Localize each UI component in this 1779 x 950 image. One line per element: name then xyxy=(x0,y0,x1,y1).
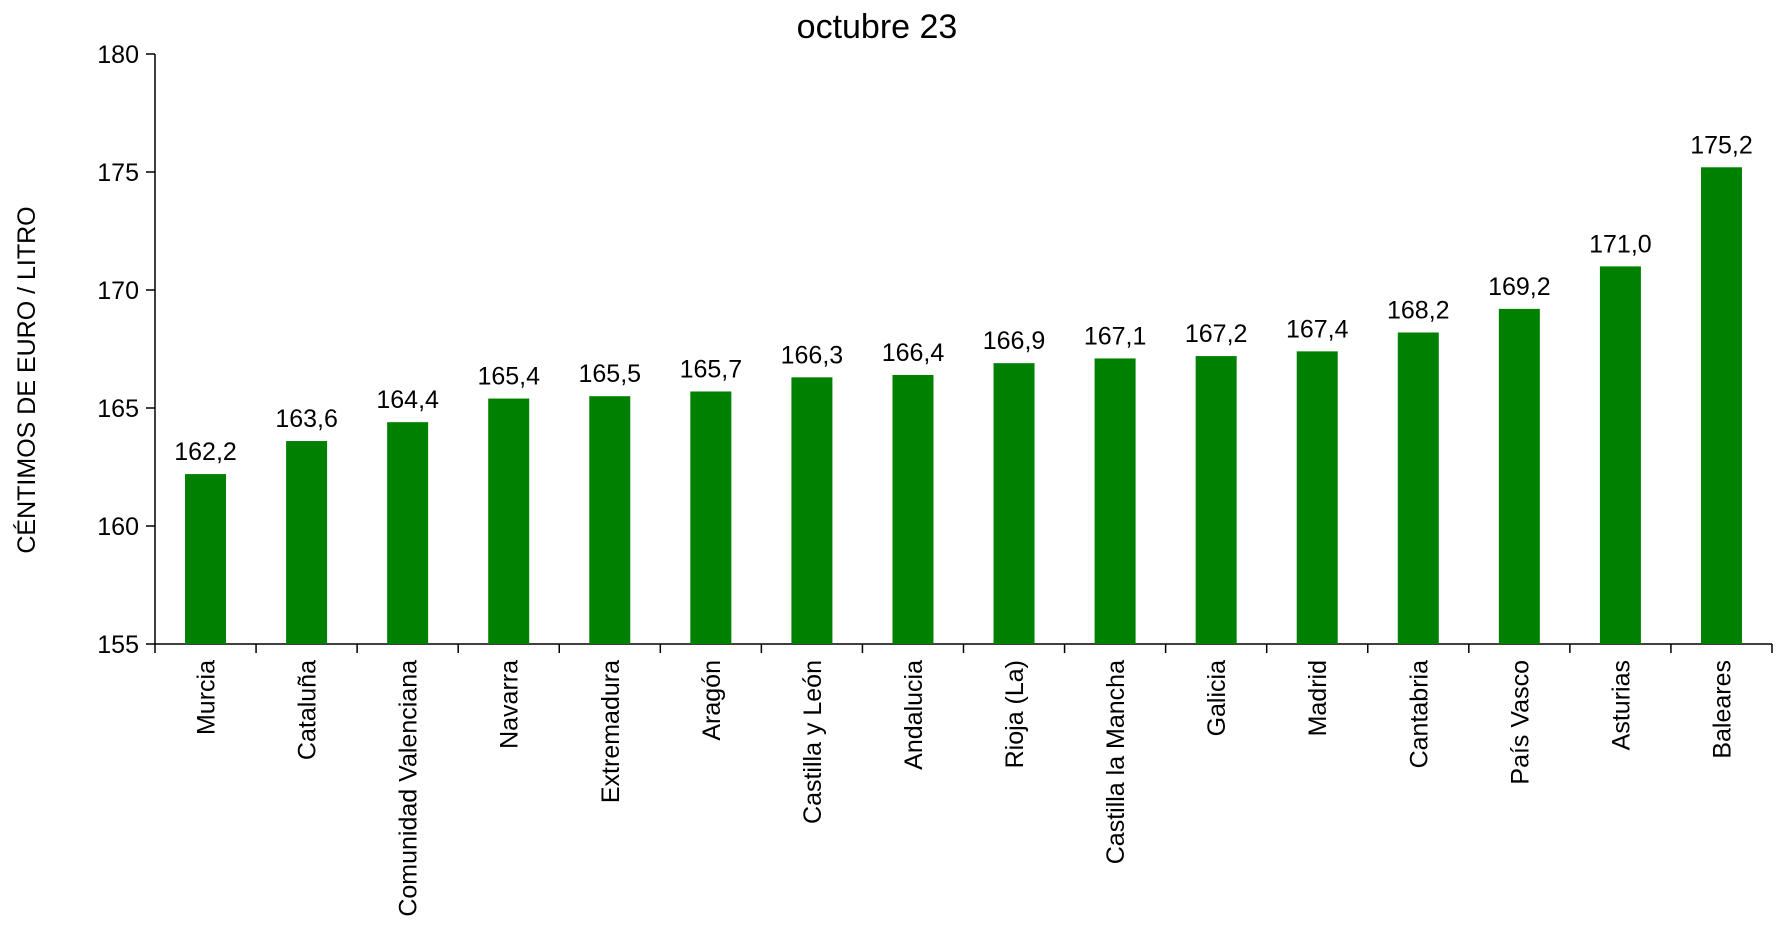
category-label: Cantabria xyxy=(1405,660,1433,768)
bar xyxy=(1296,351,1338,644)
y-tick-label: 170 xyxy=(97,277,139,305)
bar xyxy=(892,374,934,644)
data-label: 168,2 xyxy=(1387,296,1450,324)
bar xyxy=(286,441,328,644)
y-axis: 155 160 165 170 175 180 xyxy=(97,41,156,659)
bar xyxy=(1700,167,1742,644)
bar xyxy=(1498,308,1540,644)
bar xyxy=(791,377,833,644)
data-label: 175,2 xyxy=(1690,131,1753,159)
category-label: Castilla la Mancha xyxy=(1102,660,1130,864)
y-tick-label: 180 xyxy=(97,41,139,69)
bar xyxy=(1195,356,1237,644)
category-label: Andalucia xyxy=(900,660,928,770)
data-label: 164,4 xyxy=(376,386,439,414)
bar xyxy=(1397,332,1439,644)
bar xyxy=(993,363,1035,644)
bar xyxy=(387,422,429,644)
data-label: 162,2 xyxy=(174,438,237,466)
bar xyxy=(1599,266,1641,644)
category-label: Extremadura xyxy=(597,660,625,803)
y-axis-label: CÉNTIMOS DE EURO / LITRO xyxy=(12,206,41,553)
y-tick-label: 160 xyxy=(97,513,139,541)
bar xyxy=(690,391,732,644)
category-label: Baleares xyxy=(1708,660,1736,759)
bar xyxy=(589,396,631,644)
y-tick-label: 165 xyxy=(97,395,139,423)
bars xyxy=(185,167,1742,644)
category-label: País Vasco xyxy=(1506,660,1534,785)
data-label: 166,4 xyxy=(882,339,945,367)
data-label: 166,3 xyxy=(781,341,844,369)
data-label: 165,5 xyxy=(579,360,642,388)
category-label: Comunidad Valenciana xyxy=(395,660,423,917)
category-label: Castilla y León xyxy=(799,660,827,824)
category-label: Navarra xyxy=(496,660,524,749)
data-label: 165,7 xyxy=(680,355,743,383)
data-label: 167,2 xyxy=(1185,320,1248,348)
data-label: 165,4 xyxy=(477,363,540,391)
category-labels: Murcia Cataluña Comunidad Valenciana Navarr… xyxy=(193,660,1737,917)
bar xyxy=(488,398,530,644)
data-label: 163,6 xyxy=(275,405,338,433)
bar xyxy=(185,474,227,644)
category-label: Rioja (La) xyxy=(1001,660,1029,768)
data-labels: 162,2 163,6 164,4 165,4 165,5 165,7 166,3 166,4… xyxy=(174,131,1753,466)
bar xyxy=(1094,358,1136,644)
category-label: Galicia xyxy=(1203,660,1231,737)
data-label: 167,1 xyxy=(1084,322,1147,350)
category-label: Asturias xyxy=(1607,660,1635,750)
category-label: Madrid xyxy=(1304,660,1332,736)
category-label: Murcia xyxy=(193,660,221,735)
category-label: Aragón xyxy=(698,660,726,741)
data-label: 166,9 xyxy=(983,327,1046,355)
x-axis xyxy=(154,643,1773,653)
y-tick-label: 155 xyxy=(97,631,139,659)
data-label: 169,2 xyxy=(1488,273,1551,301)
data-label: 167,4 xyxy=(1286,315,1349,343)
chart-title: octubre 23 xyxy=(797,8,958,46)
y-tick-label: 175 xyxy=(97,159,139,187)
data-label: 171,0 xyxy=(1589,230,1652,258)
category-label: Cataluña xyxy=(294,660,322,760)
